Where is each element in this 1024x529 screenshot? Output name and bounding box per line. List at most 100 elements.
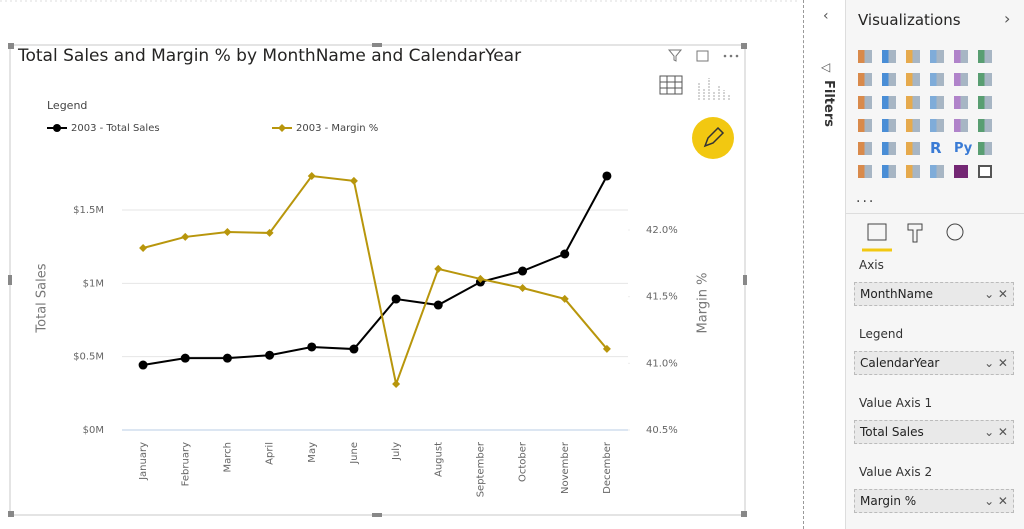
legend-marker [53,124,61,132]
x-tick-label: July [391,442,402,461]
visual-icon[interactable] [882,96,896,109]
field-name: CalendarYear [860,356,940,370]
field-controls[interactable]: ⌄ ✕ [984,425,1008,439]
visual-icon[interactable] [978,119,992,132]
point-marker [180,353,190,363]
visual-icon[interactable] [882,73,896,86]
y-tick-label: $1M [83,278,104,289]
visual-icon[interactable] [882,142,896,155]
visual-header-icons[interactable] [659,49,739,100]
visual-icon[interactable] [906,73,920,86]
legend-title: Legend [47,99,87,112]
point-marker [138,360,148,370]
point-marker [560,249,570,259]
point-marker [223,228,232,236]
point-marker [139,244,148,252]
visual-icon[interactable] [882,50,896,63]
visual-icon[interactable] [954,119,968,132]
visual-icon[interactable] [858,73,872,86]
point-marker [349,176,358,185]
visual-icon[interactable] [882,165,896,178]
x-tick-label: June [349,442,360,465]
y2-tick-label: 40.5% [646,425,678,436]
field-controls[interactable]: ⌄ ✕ [984,494,1008,508]
visual-icon[interactable] [954,96,968,109]
filters-label[interactable]: Filters [821,80,836,127]
visual-icon[interactable] [930,73,944,86]
visual-icon[interactable] [954,50,968,63]
visual-icon[interactable]: R [930,139,942,157]
visual-icon[interactable] [858,142,872,155]
line-series [142,175,608,367]
visual-icon[interactable]: Py [954,141,973,156]
resize-handles [8,43,747,517]
pane-title: Visualizations [858,11,961,29]
legend-label[interactable]: 2003 - Total Sales [71,123,160,134]
visual-icon[interactable] [954,165,968,178]
point-marker [433,300,443,310]
x-tick-label: January [138,442,149,481]
x-tick-label: May [307,442,318,463]
visual-icon[interactable] [906,142,920,155]
well-label: Value Axis 1 [859,396,933,410]
visual-icon[interactable] [978,165,992,178]
visual-icon[interactable] [930,165,944,178]
visual-icon[interactable] [858,119,872,132]
well-field[interactable]: MonthName ⌄ ✕ [854,282,1014,306]
collapse-arrow[interactable]: ‹ [823,8,829,24]
filters-pane[interactable]: ‹ ◁ Filters [815,0,846,529]
well-label: Axis [859,258,884,272]
visual-icon[interactable] [930,119,944,132]
x-tick-label: February [180,442,191,486]
visual-icon[interactable] [906,119,920,132]
field-name: Total Sales [860,425,924,439]
visual-icon[interactable] [882,119,896,132]
visual-icon[interactable] [978,73,992,86]
x-tick-label: April [265,442,276,465]
fields-tab[interactable] [867,223,887,241]
point-marker [391,294,401,304]
y2-tick-label: 42.0% [646,225,678,236]
y-tick-label: $0M [83,425,104,436]
visual-icon[interactable] [978,142,992,155]
well-field[interactable]: Margin % ⌄ ✕ [854,489,1014,513]
point-marker [602,171,612,181]
more-visuals[interactable]: ... [856,190,876,206]
y2-tick-label: 41.0% [646,358,678,369]
field-controls[interactable]: ⌄ ✕ [984,356,1008,370]
visual-icon[interactable] [978,96,992,109]
visual-icon[interactable] [930,50,944,63]
x-tick-label: September [475,441,486,497]
separator [846,213,1024,214]
analytics-tab[interactable] [946,223,964,241]
visualizations-pane: Visualizations › R Py ... Axis MonthName ⌄ … [846,0,1024,529]
field-controls[interactable]: ⌄ ✕ [984,287,1008,301]
point-marker [349,344,359,354]
line-series [142,174,608,388]
visual-icon[interactable] [954,73,968,86]
point-marker [518,266,528,276]
visual-icon[interactable] [906,165,920,178]
point-marker [222,353,232,363]
x-tick-label: November [560,441,571,494]
well-field[interactable]: Total Sales ⌄ ✕ [854,420,1014,444]
visual-icon[interactable] [858,50,872,63]
legend-label[interactable]: 2003 - Margin % [296,123,378,134]
x-tick-label: August [433,442,444,477]
visual-icon[interactable] [906,96,920,109]
y-tick-label: $0.5M [73,352,104,363]
visual-icon[interactable] [906,50,920,63]
visual-icon[interactable] [858,96,872,109]
well-field[interactable]: CalendarYear ⌄ ✕ [854,351,1014,375]
format-tab[interactable] [907,223,923,243]
x-tick-label: March [222,442,233,472]
edit-button[interactable] [692,117,734,159]
visual-icon[interactable] [858,165,872,178]
y2-tick-label: 41.5% [646,292,678,303]
visual-frame[interactable] [9,44,746,516]
visual-icon[interactable] [930,96,944,109]
visual-icon[interactable] [978,50,992,63]
pane-divider [803,0,805,529]
chart-title: Total Sales and Margin % by MonthName an… [17,46,521,66]
expand-arrow[interactable]: › [1004,9,1011,28]
